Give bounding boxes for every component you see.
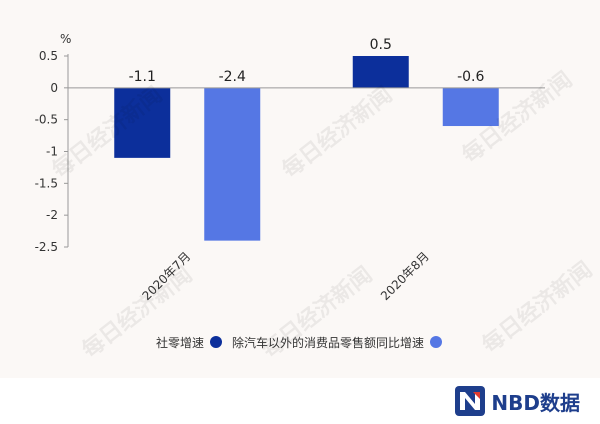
bar-2-2	[442, 87, 499, 127]
legend-swatch-series-1	[210, 336, 223, 348]
bar-1-2	[352, 56, 409, 88]
nbd-logo-icon	[455, 386, 486, 416]
y-tick-label: -1.5	[35, 176, 58, 190]
data-label: 0.5	[370, 37, 392, 53]
y-tick-label: -2	[46, 208, 58, 222]
footer: NBD数据	[0, 378, 600, 424]
y-tick-label: -2.5	[35, 240, 58, 254]
legend-label-series-1: 社零增速	[156, 335, 205, 350]
nbd-logo: NBD数据	[455, 385, 580, 417]
y-tick-label: -0.5	[35, 113, 58, 127]
legend-label-series-2: 除汽车以外的消费品零售额同比增速	[232, 335, 425, 350]
y-tick-label: 0.5	[39, 49, 58, 63]
x-category-label: 2020年8月	[378, 249, 432, 303]
y-tick-label: 0	[50, 81, 58, 95]
legend-swatch-series-2	[430, 336, 443, 348]
data-label: -1.1	[129, 69, 156, 85]
y-axis-unit: %	[60, 32, 71, 46]
y-tick-label: -1	[46, 145, 58, 159]
legend: 社零增速 除汽车以外的消费品零售额同比增速	[156, 333, 452, 351]
brand-name: NBD数据	[491, 390, 580, 415]
data-label: -0.6	[457, 69, 484, 85]
bar-1-1	[114, 87, 171, 158]
bar-chart: %0.50-0.5-1-1.5-2-2.5-1.1 -2.42020年7月0.5-…	[35, 32, 545, 303]
data-label: -2.4	[219, 69, 246, 85]
bar-2-1	[204, 87, 261, 241]
